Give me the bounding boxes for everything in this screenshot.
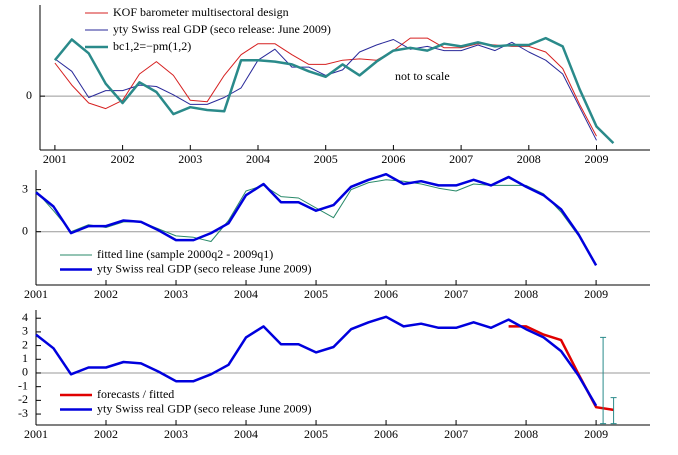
x-tick-label: 2003 — [178, 152, 202, 166]
series-line — [53, 36, 615, 144]
y-tick-label: 0 — [26, 88, 32, 102]
annotation: not to scale — [395, 69, 450, 83]
x-tick-label: 2009 — [585, 152, 609, 166]
error-bar — [600, 336, 607, 425]
legend-label: fitted line (sample 2000q2 - 2009q1) — [97, 247, 273, 261]
x-tick-label: 2006 — [381, 152, 405, 166]
x-tick-label: 2003 — [164, 427, 188, 441]
y-tick-label: 3 — [22, 324, 28, 338]
legend-label: yty Swiss real GDP (seco release June 20… — [97, 401, 312, 415]
y-tick-label: -3 — [18, 406, 28, 420]
x-tick-label: 2001 — [24, 287, 48, 301]
x-tick-label: 2007 — [444, 427, 468, 441]
x-tick-label: 2001 — [43, 152, 67, 166]
x-tick-label: 2002 — [111, 152, 135, 166]
series-line — [35, 179, 580, 242]
x-tick-label: 2005 — [304, 427, 328, 441]
x-tick-label: 2004 — [234, 287, 258, 301]
y-tick-label: 2 — [22, 337, 28, 351]
y-tick-label: -2 — [18, 392, 28, 406]
legend-label: forecasts / fitted — [97, 387, 174, 401]
x-tick-label: 2007 — [449, 152, 473, 166]
y-tick-label: 3 — [22, 181, 28, 195]
x-tick-label: 2004 — [246, 152, 270, 166]
x-tick-label: 2003 — [164, 287, 188, 301]
x-tick-label: 2005 — [304, 287, 328, 301]
y-tick-label: 4 — [22, 310, 28, 324]
series-line — [35, 315, 598, 407]
legend-label: yty Swiss real GDP (seco release: June 2… — [113, 22, 331, 36]
y-tick-label: -1 — [18, 378, 28, 392]
x-tick-label: 2007 — [444, 287, 468, 301]
x-tick-label: 2004 — [234, 427, 258, 441]
x-tick-label: 2006 — [374, 427, 398, 441]
x-tick-label: 2009 — [584, 287, 608, 301]
series-line — [54, 39, 597, 141]
y-tick-label: 1 — [22, 351, 28, 365]
x-tick-label: 2009 — [584, 427, 608, 441]
x-tick-label: 2006 — [374, 287, 398, 301]
error-bar — [610, 397, 617, 425]
y-tick-label: 0 — [22, 365, 28, 379]
x-tick-label: 2002 — [94, 427, 118, 441]
x-tick-label: 2008 — [517, 152, 541, 166]
y-tick-label: 0 — [22, 223, 28, 237]
series-line — [35, 172, 598, 267]
legend-label: yty Swiss real GDP (seco release June 20… — [97, 261, 312, 275]
x-tick-label: 2002 — [94, 287, 118, 301]
legend-label: KOF barometer multisectoral design — [113, 5, 289, 19]
series-line — [508, 325, 614, 412]
legend-label: bc1,2=−pm(1,2) — [113, 39, 191, 53]
x-tick-label: 2008 — [514, 287, 538, 301]
x-tick-label: 2005 — [314, 152, 338, 166]
x-tick-label: 2001 — [24, 427, 48, 441]
x-tick-label: 2008 — [514, 427, 538, 441]
